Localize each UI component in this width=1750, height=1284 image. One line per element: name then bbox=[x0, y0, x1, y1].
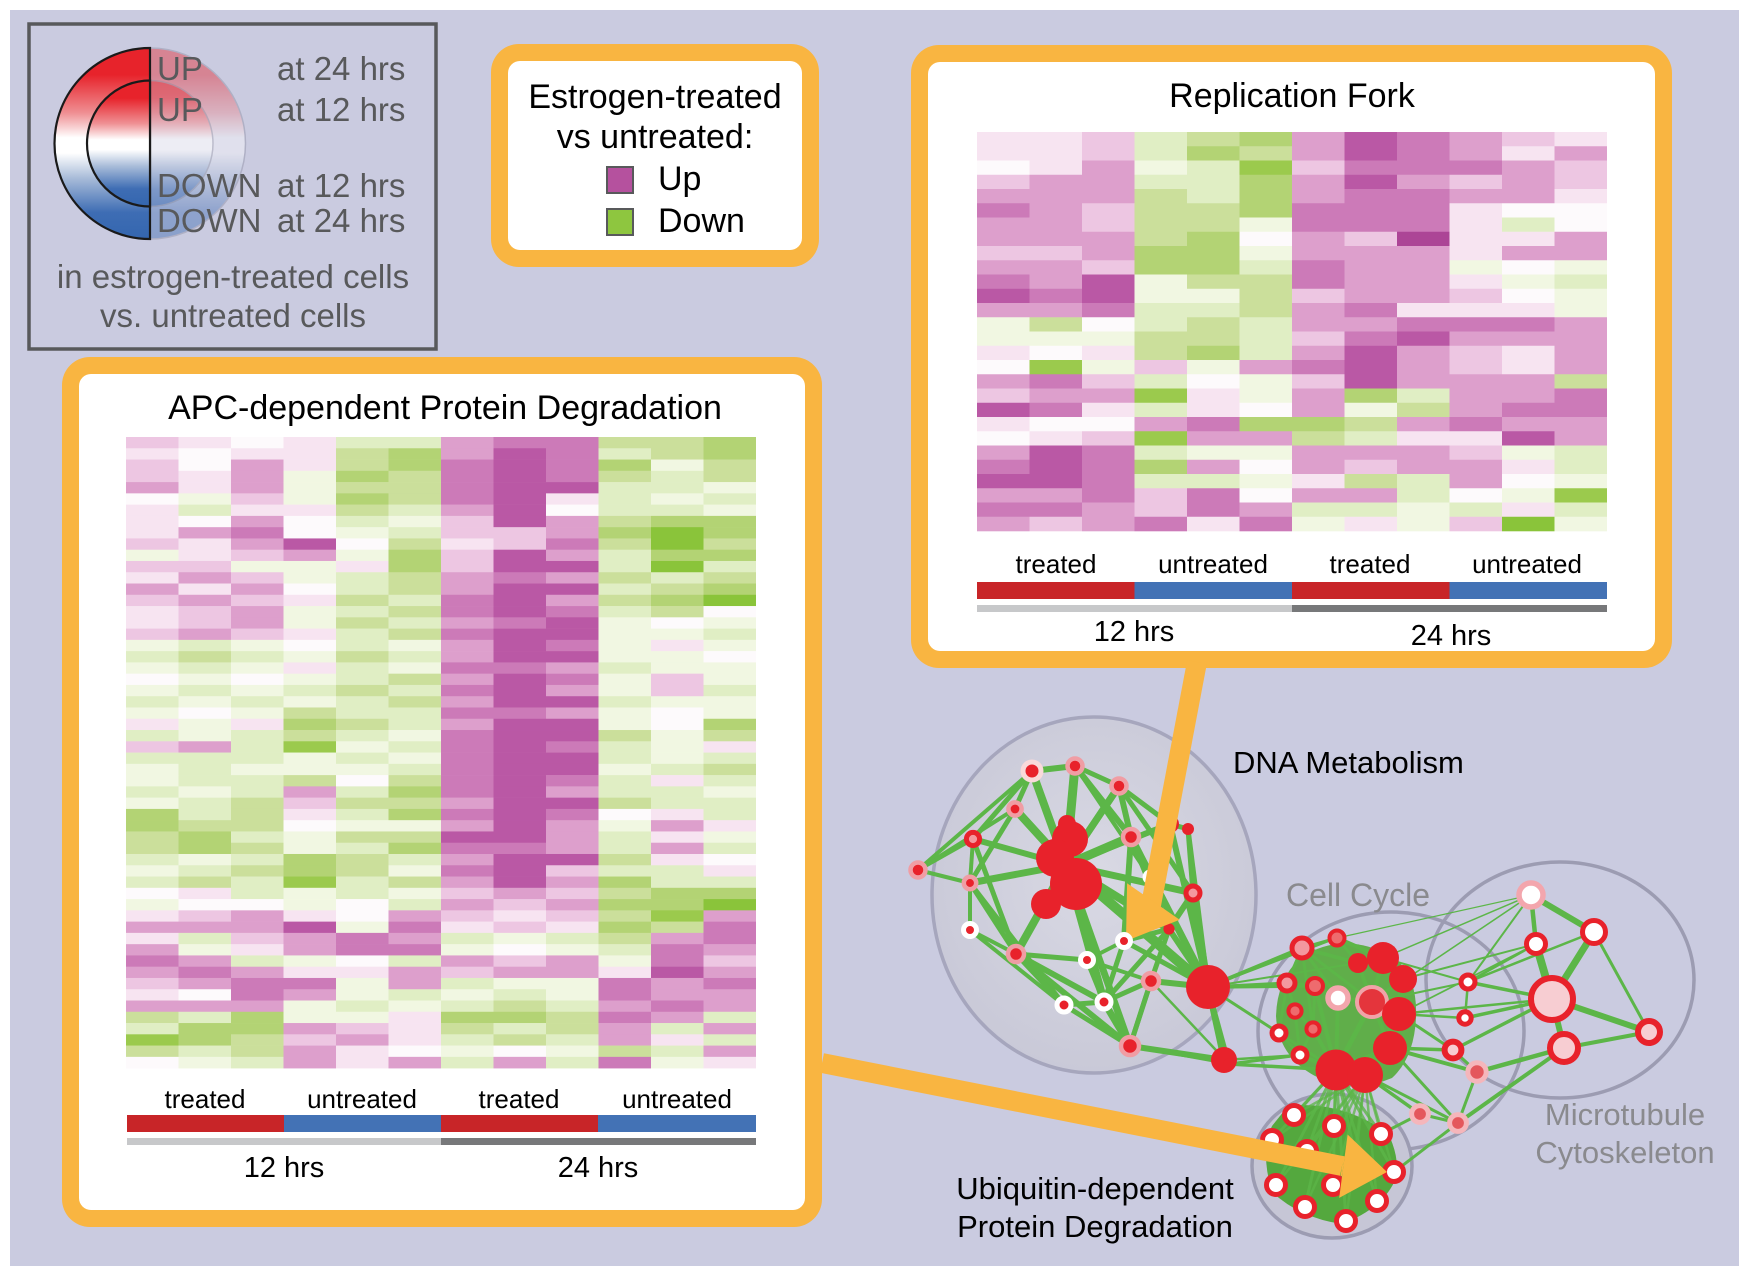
svg-text:Protein Degradation: Protein Degradation bbox=[957, 1209, 1233, 1244]
svg-text:untreated: untreated bbox=[1158, 549, 1268, 579]
svg-text:treated: treated bbox=[1016, 549, 1097, 579]
svg-text:UP: UP bbox=[157, 91, 203, 128]
svg-text:untreated: untreated bbox=[307, 1084, 417, 1114]
svg-text:APC-dependent Protein Degradat: APC-dependent Protein Degradation bbox=[168, 389, 722, 427]
svg-text:24 hrs: 24 hrs bbox=[1411, 620, 1492, 652]
svg-text:at 24 hrs: at 24 hrs bbox=[277, 202, 405, 239]
svg-text:DNA Metabolism: DNA Metabolism bbox=[1233, 745, 1464, 780]
svg-text:Up: Up bbox=[658, 160, 701, 198]
svg-text:12 hrs: 12 hrs bbox=[1094, 616, 1175, 648]
svg-text:12 hrs: 12 hrs bbox=[244, 1152, 325, 1184]
svg-text:at 12 hrs: at 12 hrs bbox=[277, 167, 405, 204]
svg-text:DOWN: DOWN bbox=[157, 167, 261, 204]
svg-text:vs. untreated cells: vs. untreated cells bbox=[100, 297, 366, 334]
svg-text:in estrogen-treated cells: in estrogen-treated cells bbox=[57, 258, 409, 295]
svg-text:treated: treated bbox=[1330, 549, 1411, 579]
svg-text:Replication Fork: Replication Fork bbox=[1169, 77, 1416, 115]
svg-text:untreated: untreated bbox=[622, 1084, 732, 1114]
svg-text:Cell Cycle: Cell Cycle bbox=[1286, 877, 1430, 913]
svg-text:at 12 hrs: at 12 hrs bbox=[277, 91, 405, 128]
svg-text:Cytoskeleton: Cytoskeleton bbox=[1535, 1135, 1714, 1170]
svg-text:treated: treated bbox=[165, 1084, 246, 1114]
svg-text:Microtubule: Microtubule bbox=[1545, 1097, 1705, 1132]
svg-text:UP: UP bbox=[157, 50, 203, 87]
svg-text:vs untreated:: vs untreated: bbox=[557, 118, 754, 156]
svg-text:Ubiquitin-dependent: Ubiquitin-dependent bbox=[956, 1171, 1234, 1206]
svg-text:Down: Down bbox=[658, 202, 745, 240]
svg-text:untreated: untreated bbox=[1472, 549, 1582, 579]
svg-text:at 24 hrs: at 24 hrs bbox=[277, 50, 405, 87]
svg-text:DOWN: DOWN bbox=[157, 202, 261, 239]
svg-text:treated: treated bbox=[479, 1084, 560, 1114]
svg-text:24 hrs: 24 hrs bbox=[558, 1152, 639, 1184]
svg-text:Estrogen-treated: Estrogen-treated bbox=[528, 78, 781, 116]
